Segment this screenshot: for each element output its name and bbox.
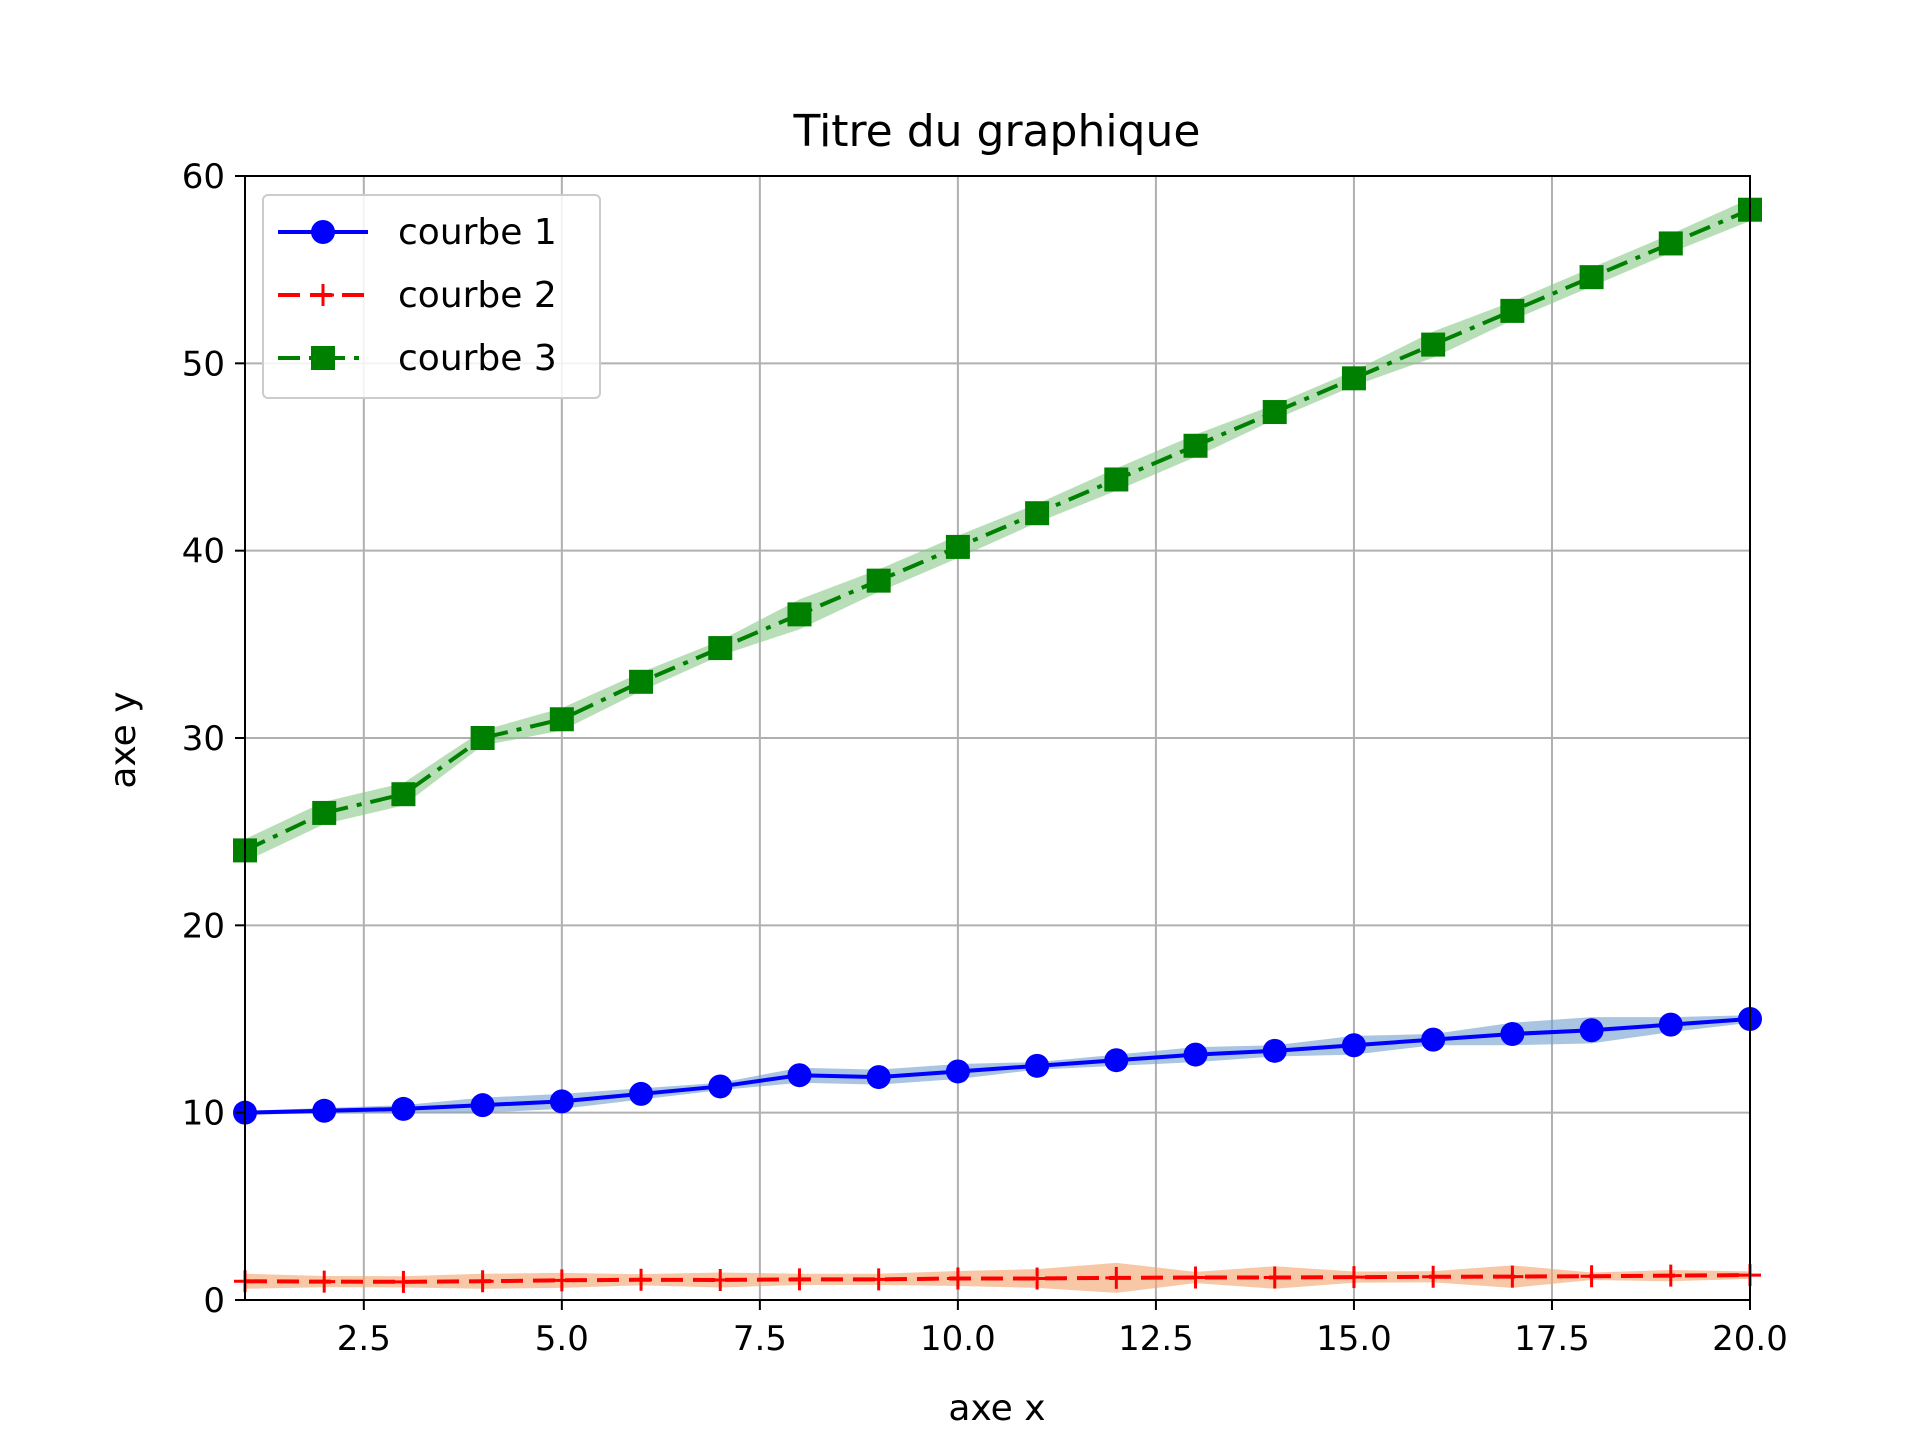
series-lines — [244, 207, 1751, 1284]
courbe-1-point — [1341, 1033, 1366, 1058]
courbe-3-point — [866, 568, 891, 593]
courbe-2-point — [1263, 1266, 1286, 1289]
courbe-1-point — [945, 1059, 970, 1084]
courbe-1-point — [1421, 1027, 1446, 1052]
courbe-3-point — [708, 636, 733, 661]
courbe-3-point — [470, 726, 495, 750]
courbe-1-point — [1183, 1042, 1208, 1067]
x-tick-label: 20.0 — [1712, 1319, 1788, 1359]
courbe-1-point — [708, 1074, 733, 1099]
courbe-3-point — [549, 707, 574, 732]
courbe-2-point — [1105, 1266, 1128, 1289]
x-tick-label: 7.5 — [733, 1319, 787, 1359]
y-axis-label: axe y — [103, 691, 144, 788]
courbe-1-point — [866, 1065, 891, 1090]
series-markers — [233, 197, 1762, 1293]
y-tick-label: 0 — [203, 1281, 225, 1321]
courbe-3-point — [1341, 366, 1366, 391]
courbe-2-point — [788, 1268, 811, 1291]
courbe-1-point — [1500, 1021, 1525, 1046]
courbe-2-point — [709, 1268, 732, 1291]
courbe-3-point — [787, 602, 812, 627]
courbe-1-point — [1104, 1048, 1129, 1073]
axis-ticks: 2.5 5.0 7.5 10.0 12.5 15.0 17.5 20.0 0 10 20 30 40 50… — [182, 157, 1788, 1359]
courbe-2-point — [550, 1269, 573, 1292]
courbe-3-point — [1104, 467, 1129, 492]
courbe-2-point — [313, 1270, 336, 1293]
legend-courbe-1-label: courbe 1 — [398, 212, 557, 253]
courbe-3-point — [1262, 400, 1287, 425]
courbe-1-point — [312, 1098, 337, 1123]
courbe-1-point — [1025, 1053, 1050, 1078]
x-tick-label: 15.0 — [1316, 1319, 1392, 1359]
courbe-2-point — [867, 1268, 890, 1291]
courbe-3-point — [945, 534, 970, 559]
courbe-3-point — [1500, 298, 1525, 323]
y-tick-label: 30 — [182, 719, 225, 759]
courbe-1-point — [1579, 1018, 1604, 1043]
y-tick-label: 10 — [182, 1094, 225, 1134]
y-tick-label: 60 — [182, 157, 225, 197]
courbe-3-point — [1658, 231, 1683, 256]
courbe-2-point — [471, 1270, 494, 1293]
courbe-3-point — [1025, 501, 1050, 526]
legend-courbe-2-marker — [312, 284, 334, 306]
y-tick-label: 20 — [182, 906, 225, 946]
x-tick-label: 10.0 — [920, 1319, 996, 1359]
courbe-3-point — [1421, 332, 1446, 357]
courbe-3-point — [312, 800, 337, 825]
x-axis-label: axe x — [948, 1388, 1045, 1429]
courbe-1-point — [787, 1063, 812, 1088]
x-tick-label: 5.0 — [535, 1319, 589, 1359]
legend-courbe-1-marker — [311, 220, 335, 244]
courbe-3-point — [391, 782, 416, 807]
courbe-2-point — [1026, 1267, 1049, 1290]
legend-courbe-3-marker — [311, 346, 335, 370]
courbe-3-point — [1579, 265, 1604, 290]
courbe-2-point — [1659, 1264, 1682, 1287]
courbe-1-line — [244, 1017, 1751, 1115]
courbe-1-band — [245, 1015, 1750, 1115]
courbe-2-point — [946, 1267, 969, 1290]
legend-box — [262, 194, 601, 399]
courbe-2-line — [244, 1273, 1751, 1284]
courbe-3-line — [244, 207, 1751, 853]
x-tick-label: 17.5 — [1514, 1319, 1590, 1359]
courbe-3-point — [629, 669, 654, 694]
legend-courbe-2-label: courbe 2 — [398, 275, 557, 316]
x-tick-label: 2.5 — [337, 1319, 391, 1359]
courbe-3-point — [1183, 433, 1208, 458]
chart-title: Titre du graphique — [793, 106, 1201, 157]
courbe-2-point — [630, 1268, 653, 1291]
courbe-2-point — [1501, 1265, 1524, 1288]
courbe-2-point — [1184, 1266, 1207, 1289]
y-tick-label: 40 — [182, 532, 225, 572]
courbe-1-point — [549, 1089, 574, 1114]
legend-courbe-3-label: courbe 3 — [398, 338, 557, 379]
courbe-2-point — [1342, 1266, 1365, 1289]
courbe-2-point — [392, 1270, 415, 1293]
courbe-1-point — [1658, 1012, 1683, 1037]
courbe-1-point — [629, 1081, 654, 1106]
courbe-2-point — [1580, 1265, 1603, 1288]
x-tick-label: 12.5 — [1118, 1319, 1194, 1359]
courbe-1-point — [470, 1093, 495, 1118]
y-tick-label: 50 — [182, 344, 225, 384]
legend: courbe 1 courbe 2 courbe 3 — [262, 194, 601, 399]
courbe-1-point — [391, 1096, 416, 1121]
courbe-1-point — [1262, 1038, 1287, 1063]
courbe-2-point — [1422, 1265, 1445, 1288]
